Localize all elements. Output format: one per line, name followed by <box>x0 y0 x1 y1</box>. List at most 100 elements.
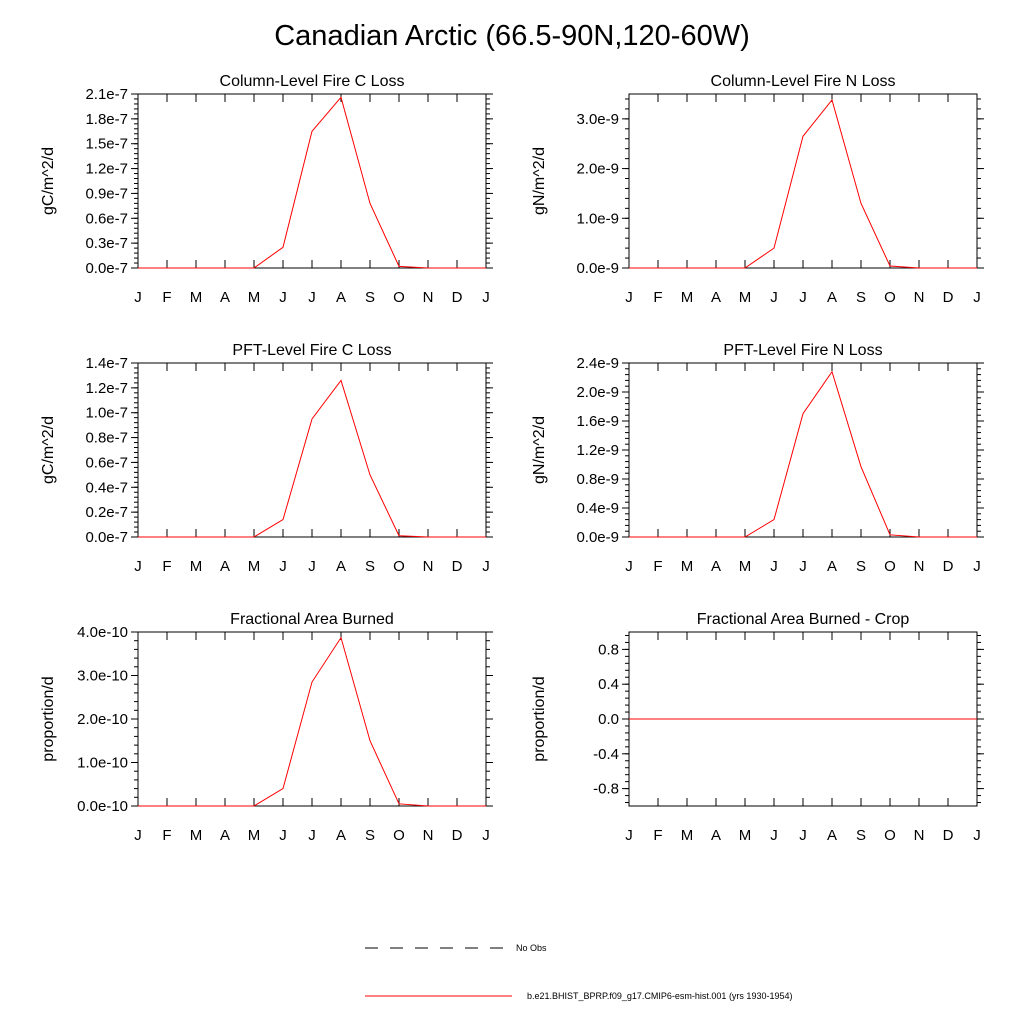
y-tick-label: 1.0e-7 <box>85 405 128 422</box>
x-tick-label: D <box>452 289 463 306</box>
x-tick-label: J <box>973 827 981 844</box>
x-tick-label: J <box>799 558 807 575</box>
x-tick-label: J <box>279 289 287 306</box>
x-tick-label: J <box>308 289 316 306</box>
x-tick-label: A <box>220 289 230 306</box>
y-tick-label: 1.2e-7 <box>85 161 128 178</box>
x-tick-label: F <box>162 289 171 306</box>
x-tick-label: A <box>827 289 837 306</box>
y-tick-label: 0.0e-9 <box>576 529 619 546</box>
x-tick-label: D <box>943 289 954 306</box>
y-tick-label: 0.0e-9 <box>576 260 619 277</box>
legend-no-obs-label: No Obs <box>516 943 547 953</box>
x-tick-label: J <box>799 289 807 306</box>
y-tick-label: 4.0e-10 <box>77 624 128 641</box>
x-tick-label: A <box>827 558 837 575</box>
y-tick-label: 1.2e-9 <box>576 442 619 459</box>
x-tick-label: M <box>190 558 203 575</box>
y-tick-label: -0.4 <box>593 746 619 763</box>
panel-title: Column-Level Fire N Loss <box>711 73 896 90</box>
x-tick-label: S <box>856 827 866 844</box>
panel-title: Fractional Area Burned - Crop <box>697 611 910 628</box>
x-tick-label: M <box>190 827 203 844</box>
x-tick-label: O <box>884 827 896 844</box>
y-tick-label: 3.0e-9 <box>576 111 619 128</box>
x-tick-label: M <box>739 558 752 575</box>
y-tick-label: 0.0e-10 <box>77 798 128 815</box>
x-tick-label: J <box>625 289 633 306</box>
series-line <box>629 98 977 269</box>
x-tick-label: J <box>308 558 316 575</box>
x-tick-label: F <box>653 558 662 575</box>
panel-title: Fractional Area Burned <box>230 611 394 628</box>
x-tick-label: M <box>681 558 694 575</box>
x-tick-label: J <box>134 827 142 844</box>
x-tick-label: S <box>856 558 866 575</box>
y-tick-label: 2.0e-9 <box>576 384 619 401</box>
y-tick-label: 0.0 <box>598 711 619 728</box>
chart-panel: Fractional Area Burned - Crop proportion/… <box>531 611 984 844</box>
legend-series-label: b.e21.BHIST_BPRP.f09_g17.CMIP6-esm-hist.… <box>527 991 792 1001</box>
x-tick-label: S <box>365 289 375 306</box>
y-axis-label: gC/m^2/d <box>40 416 57 484</box>
x-tick-label: J <box>308 827 316 844</box>
y-tick-label: 0.8 <box>598 641 619 658</box>
series-line <box>138 96 486 269</box>
y-tick-label: 0.6e-7 <box>85 454 128 471</box>
x-tick-label: M <box>739 289 752 306</box>
y-tick-label: 0.9e-7 <box>85 185 128 202</box>
x-tick-label: D <box>452 558 463 575</box>
y-tick-label: 1.0e-9 <box>576 210 619 227</box>
x-tick-label: N <box>914 827 925 844</box>
x-tick-label: F <box>653 289 662 306</box>
x-tick-label: A <box>336 289 346 306</box>
x-tick-label: J <box>482 827 490 844</box>
x-tick-label: J <box>770 558 778 575</box>
y-tick-label: 2.4e-9 <box>576 355 619 372</box>
y-tick-label: -0.8 <box>593 781 619 798</box>
x-tick-label: A <box>711 827 721 844</box>
x-tick-label: J <box>770 827 778 844</box>
x-tick-label: A <box>336 558 346 575</box>
x-tick-label: J <box>482 558 490 575</box>
x-tick-label: S <box>856 289 866 306</box>
x-tick-label: O <box>884 558 896 575</box>
x-tick-label: J <box>279 558 287 575</box>
x-tick-label: A <box>711 558 721 575</box>
x-tick-label: F <box>162 558 171 575</box>
x-tick-label: M <box>248 558 261 575</box>
plot-frame <box>628 93 978 269</box>
y-tick-label: 1.8e-7 <box>85 111 128 128</box>
figure-title: Canadian Arctic (66.5-90N,120-60W) <box>274 20 750 52</box>
x-tick-label: J <box>134 289 142 306</box>
x-tick-label: O <box>393 289 405 306</box>
legend: No Obs b.e21.BHIST_BPRP.f09_g17.CMIP6-es… <box>365 943 792 1001</box>
y-tick-label: 2.0e-9 <box>576 161 619 178</box>
series-line <box>138 379 486 538</box>
x-tick-label: M <box>681 289 694 306</box>
x-tick-label: A <box>336 827 346 844</box>
x-tick-label: A <box>827 827 837 844</box>
y-axis-label: proportion/d <box>531 676 548 761</box>
y-tick-label: 0.4e-7 <box>85 479 128 496</box>
x-tick-label: S <box>365 827 375 844</box>
x-tick-label: D <box>943 558 954 575</box>
y-tick-label: 2.0e-10 <box>77 711 128 728</box>
x-tick-label: D <box>452 827 463 844</box>
y-tick-label: 0.3e-7 <box>85 235 128 252</box>
y-axis-label: gN/m^2/d <box>531 416 548 484</box>
y-tick-label: 1.2e-7 <box>85 380 128 397</box>
x-tick-label: A <box>711 289 721 306</box>
panel-title: PFT-Level Fire C Loss <box>232 342 391 359</box>
x-tick-label: J <box>625 558 633 575</box>
x-tick-label: N <box>423 558 434 575</box>
x-tick-label: N <box>423 289 434 306</box>
x-tick-label: M <box>248 289 261 306</box>
x-tick-label: A <box>220 558 230 575</box>
x-tick-label: D <box>943 827 954 844</box>
y-tick-label: 0.0e-7 <box>85 260 128 277</box>
y-tick-label: 3.0e-10 <box>77 668 128 685</box>
